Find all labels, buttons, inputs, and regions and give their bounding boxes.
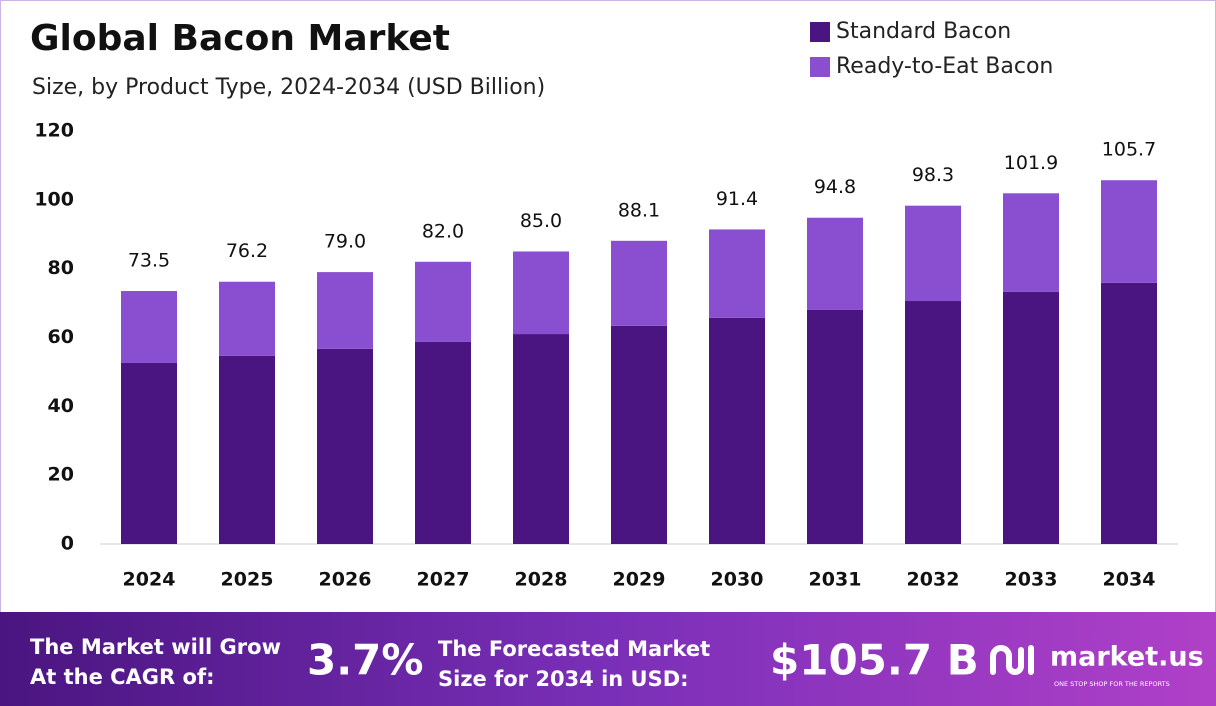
bar-segment [807,309,863,544]
forecast-value: $105.7 B [770,636,979,685]
x-tick-label: 2034 [1103,569,1156,591]
brand-logo [990,645,1034,675]
bar-segment [415,261,471,342]
bar-segment [219,355,275,544]
bar-segment [317,348,373,544]
bar-segment [611,325,667,544]
cagr-text: The Market will Grow [30,635,281,659]
legend-label: Standard Bacon [836,19,1011,44]
bar-segment [709,229,765,318]
total-label: 101.9 [1004,152,1058,174]
footer-band [0,612,1216,706]
y-tick-label: 60 [48,326,74,348]
chart-title: Global Bacon Market [30,18,450,59]
x-tick-label: 2026 [319,569,372,591]
forecast-text: The Forecasted Market [438,637,710,661]
y-tick-label: 20 [48,464,74,486]
x-tick-label: 2025 [221,569,274,591]
x-tick-label: 2027 [417,569,470,591]
legend-swatch [810,22,830,42]
forecast-text: Size for 2034 in USD: [438,667,689,691]
bar-segment [905,205,961,302]
total-label: 73.5 [128,250,170,272]
total-label: 85.0 [520,210,562,232]
total-label: 98.3 [912,164,954,186]
bar-segment [1003,291,1059,544]
bar-segment [317,272,373,349]
bar-segment [513,251,569,335]
bar-segment [905,301,961,544]
y-tick-label: 80 [48,257,74,279]
bar-segment [611,240,667,326]
y-tick-label: 120 [34,120,74,142]
x-tick-label: 2024 [123,569,176,591]
total-label: 91.4 [716,188,758,210]
y-tick-label: 0 [61,533,74,555]
total-label: 88.1 [618,199,660,221]
total-label: 82.0 [422,220,464,242]
bar-segment [709,317,765,544]
brand: market.us [1050,642,1204,673]
legend-label: Ready-to-Eat Bacon [836,54,1053,79]
x-tick-label: 2032 [907,569,960,591]
tagline: ONE STOP SHOP FOR THE REPORTS [1054,680,1170,688]
cagr-value: 3.7% [307,636,423,685]
bar-segment [121,291,177,363]
bar-segment [807,217,863,310]
bar-segment [415,341,471,544]
bar-segment [1003,193,1059,292]
bar-segment [1101,180,1157,283]
x-tick-label: 2030 [711,569,764,591]
total-label: 76.2 [226,240,268,262]
total-label: 105.7 [1102,139,1156,161]
cagr-text: At the CAGR of: [30,665,215,689]
total-label: 94.8 [814,176,856,198]
bar-segment [219,281,275,356]
bar-segment [121,362,177,544]
y-tick-label: 100 [34,188,74,210]
x-tick-label: 2031 [809,569,862,591]
bar-segment [513,334,569,544]
y-tick-label: 40 [48,395,74,417]
x-tick-label: 2029 [613,569,666,591]
chart-subtitle: Size, by Product Type, 2024-2034 (USD Bi… [32,75,545,100]
total-label: 79.0 [324,231,366,253]
x-tick-label: 2033 [1005,569,1058,591]
bar-segment [1101,282,1157,544]
x-tick-label: 2028 [515,569,568,591]
legend-swatch [810,57,830,77]
